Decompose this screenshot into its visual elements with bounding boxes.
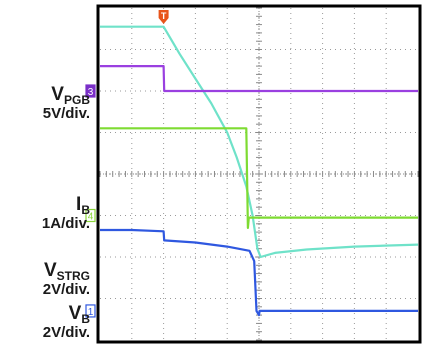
- channel-scale: 2V/div.: [42, 324, 90, 341]
- channel-scale: 5V/div.: [42, 105, 90, 122]
- channel-marker-3: [85, 84, 96, 98]
- trigger-marker-label: T: [161, 11, 167, 21]
- grid: [99, 7, 419, 341]
- channel-subscript: B: [81, 203, 90, 217]
- channel-marker-4: [85, 208, 96, 223]
- channel-label-vb: VB 2V/div.: [6, 303, 90, 342]
- channel-name: V: [43, 260, 57, 281]
- channel-subscript: STRG: [56, 269, 90, 283]
- channel-scale: 1A/div.: [41, 215, 90, 232]
- trace-2: [100, 64, 418, 93]
- channel-name: V: [68, 303, 82, 324]
- channel-label-vstrg: VSTRG 2V/div.: [6, 260, 90, 299]
- markers: T 3 4 1: [85, 10, 169, 318]
- channel-name: V: [51, 84, 64, 105]
- channel-marker-label: 4: [88, 212, 94, 223]
- channel-marker-label: 3: [88, 87, 94, 98]
- channel-subscript: B: [81, 312, 90, 326]
- channel-marker-1: [85, 304, 96, 318]
- channel-label-ib: IB 1A/div.: [6, 194, 90, 233]
- channel-name: I: [76, 194, 82, 215]
- channel-marker-label: 1: [88, 307, 94, 318]
- channel-scale: 2V/div.: [42, 281, 90, 298]
- channel-label-vpgb: VPGB 5V/div.: [6, 84, 90, 123]
- trace-3: [100, 127, 418, 229]
- trigger-marker: [158, 10, 169, 24]
- trace-4: [100, 228, 418, 317]
- traces: [100, 25, 419, 317]
- channel-subscript: PGB: [63, 93, 90, 107]
